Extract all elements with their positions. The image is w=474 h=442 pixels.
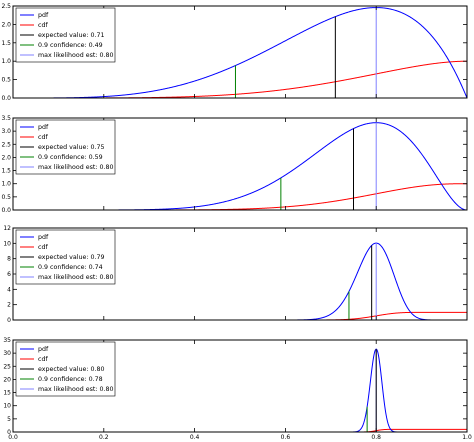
y-tick-label: 10 <box>3 403 11 410</box>
y-tick-label: 0 <box>7 429 11 436</box>
legend-label-pdf: pdf <box>38 124 49 131</box>
legend-label-mle: max likelihood est: 0.80 <box>38 52 113 59</box>
legend-label-confidence: 0.9 confidence: 0.59 <box>38 154 103 161</box>
x-tick-label: 0.8 <box>371 434 381 441</box>
y-tick-label: 4 <box>7 286 11 293</box>
y-tick-label: 8 <box>7 256 11 263</box>
axes-frame <box>12 339 468 433</box>
plot-area <box>13 242 467 320</box>
y-tick-label: 0 <box>7 317 11 324</box>
x-tick-label: 0.0 <box>8 434 18 441</box>
legend-label-mle: max likelihood est: 0.80 <box>38 274 113 281</box>
y-tick-label: 1.5 <box>1 40 11 47</box>
legend-label-cdf: cdf <box>38 22 48 29</box>
chart-panel-1: 0.0 0.5 1.0 1.5 2.0 2.5 pdf cdf expected value: … <box>1 3 468 102</box>
legend-label-confidence: 0.9 confidence: 0.49 <box>38 42 103 49</box>
legend-label-cdf: cdf <box>38 134 48 141</box>
legend: pdf cdf expected value: 0.80 0.9 confidence… <box>15 341 116 397</box>
axes-frame <box>12 5 468 99</box>
y-tick-label: 2 <box>7 302 11 309</box>
y-tick-label: 10 <box>3 240 11 247</box>
y-tick-label: 15 <box>3 390 11 397</box>
y-tick-label: 2.5 <box>1 3 11 10</box>
y-tick-label: 1.5 <box>1 168 11 175</box>
x-tick-label: 0.4 <box>190 434 200 441</box>
y-tick-label: 0.0 <box>1 95 11 102</box>
y-tick-label: 0.5 <box>1 77 11 84</box>
y-tick-label: 0.5 <box>1 194 11 201</box>
y-tick-label: 1.0 <box>1 58 11 65</box>
legend-label-confidence: 0.9 confidence: 0.74 <box>38 264 103 271</box>
y-tick-label: 2.0 <box>1 154 11 161</box>
axes-frame <box>12 117 468 211</box>
y-tick-label: 1.0 <box>1 181 11 188</box>
legend-label-expected: expected value: 0.80 <box>38 366 105 373</box>
legend-label-cdf: cdf <box>38 244 48 251</box>
y-tick-label: 2.5 <box>1 141 11 148</box>
x-tick-label: 0.2 <box>99 434 109 441</box>
x-tick-label: 0.6 <box>281 434 291 441</box>
chart-panel-2: 0.0 0.5 1.0 1.5 2.0 2.5 3.0 3.5 pdf cdf expected v… <box>1 115 468 214</box>
plot-area <box>13 348 467 432</box>
cdf-line <box>13 60 467 98</box>
pdf-line <box>13 7 467 98</box>
y-tick-label: 2.0 <box>1 21 11 28</box>
legend-label-expected: expected value: 0.75 <box>38 144 105 151</box>
y-tick-label: 5 <box>7 416 11 423</box>
legend-label-cdf: cdf <box>38 356 48 363</box>
chart-panel-3: 0 2 4 6 8 10 12 pdf cdf expected value: 0.79 0.9 c… <box>3 225 468 324</box>
legend: pdf cdf expected value: 0.79 0.9 confidence… <box>15 229 116 285</box>
y-tick-label: 12 <box>3 225 11 232</box>
y-tick-label: 20 <box>3 376 11 383</box>
y-tick-label: 30 <box>3 350 11 357</box>
x-tick-label: 1.0 <box>462 434 472 441</box>
legend-label-mle: max likelihood est: 0.80 <box>38 386 113 393</box>
cdf-line <box>13 183 467 210</box>
legend-label-pdf: pdf <box>38 234 49 241</box>
legend-label-pdf: pdf <box>38 12 49 19</box>
y-tick-label: 35 <box>3 337 11 344</box>
y-tick-label: 0.0 <box>1 207 11 214</box>
legend-label-expected: expected value: 0.71 <box>38 32 105 39</box>
pdf-line <box>13 348 467 432</box>
cdf-line <box>13 428 467 432</box>
legend: pdf cdf expected value: 0.71 0.9 confidence… <box>15 7 116 63</box>
y-tick-label: 3.0 <box>1 128 11 135</box>
pdf-line <box>13 242 467 320</box>
cdf-line <box>13 311 467 320</box>
y-tick-label: 3.5 <box>1 115 11 122</box>
legend-label-confidence: 0.9 confidence: 0.78 <box>38 376 103 383</box>
y-tick-label: 25 <box>3 363 11 370</box>
y-tick-label: 6 <box>7 271 11 278</box>
legend-label-mle: max likelihood est: 0.80 <box>38 164 113 171</box>
legend-label-pdf: pdf <box>38 346 49 353</box>
chart-panel-4: 0 5 10 15 20 25 30 35 0.0 0.2 0.4 0.6 0.8 1.0 pdf cdf ex… <box>3 337 472 441</box>
legend-label-expected: expected value: 0.79 <box>38 254 105 261</box>
legend: pdf cdf expected value: 0.75 0.9 confidence… <box>15 119 116 175</box>
